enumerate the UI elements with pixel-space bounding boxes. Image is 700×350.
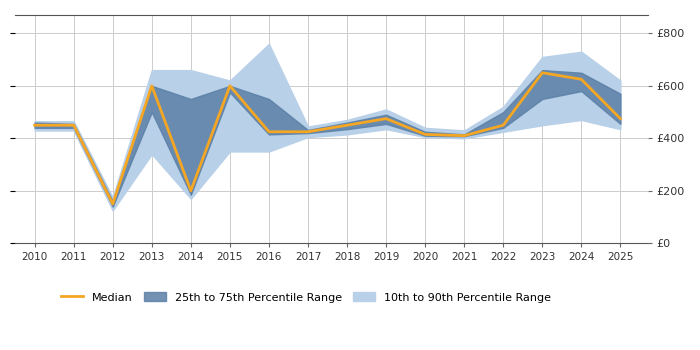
Legend: Median, 25th to 75th Percentile Range, 10th to 90th Percentile Range: Median, 25th to 75th Percentile Range, 1…	[57, 288, 556, 307]
